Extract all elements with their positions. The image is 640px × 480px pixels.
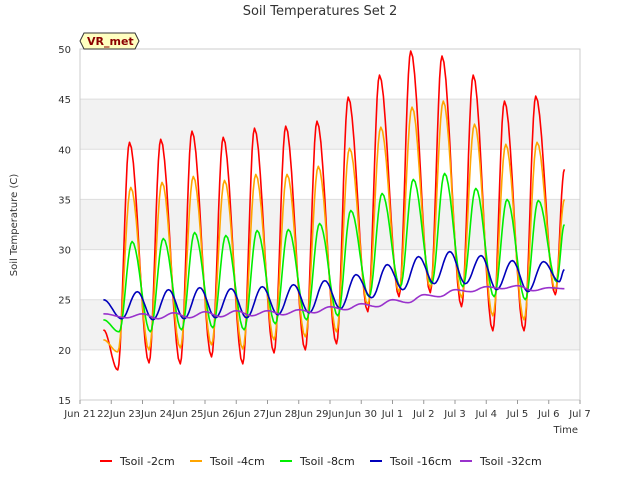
legend-label: Tsoil -16cm xyxy=(389,455,452,468)
x-tick-label: 29Jun xyxy=(316,409,344,420)
y-tick-label: 45 xyxy=(58,95,71,106)
badge-box xyxy=(79,32,140,50)
x-tick-label: Jul 3 xyxy=(443,409,466,420)
x-tick-label: 22Jun xyxy=(97,409,125,420)
x-tick-label: Jun 21 xyxy=(63,409,96,420)
x-tick-label: Jul 6 xyxy=(537,409,560,420)
x-axis-label: Time xyxy=(553,425,578,436)
background-bands xyxy=(80,99,580,350)
y-tick-label: 20 xyxy=(58,346,71,357)
x-tick-label: 24Jun xyxy=(160,409,188,420)
x-tick-label: 26Jun xyxy=(222,409,250,420)
legend-label: Tsoil -32cm xyxy=(479,455,542,468)
x-tick-label: 23Jun xyxy=(128,409,156,420)
x-axis-ticks: Jun 21 22Jun 23Jun 24Jun 25Jun 26Jun 27Jun 28Ju… xyxy=(63,400,591,420)
series-line-tsoil-32cm xyxy=(103,284,565,320)
x-tick-label: Jul 7 xyxy=(568,409,591,420)
legend-label: Tsoil -4cm xyxy=(209,455,265,468)
legend: Tsoil -2cm Tsoil -4cm Tsoil -8cm Tsoil -16c… xyxy=(100,455,542,468)
y-tick-label: 50 xyxy=(58,45,71,56)
series-line-tsoil-2cm xyxy=(102,50,566,371)
series-line-tsoil-8cm xyxy=(103,172,566,333)
y-tick-label: 40 xyxy=(58,145,71,156)
chart-title: Soil Temperatures Set 2 xyxy=(243,4,398,19)
legend-label: Tsoil -2cm xyxy=(119,455,175,468)
x-tick-label: Jul 1 xyxy=(381,409,404,420)
x-tick-label: Jul 2 xyxy=(412,409,435,420)
x-tick-label: 28Jun xyxy=(285,409,313,420)
y-tick-label: 35 xyxy=(58,195,71,206)
badge-label: VR_met xyxy=(87,35,134,48)
y-axis-ticks: 15 20 25 30 35 40 45 50 xyxy=(58,45,71,407)
x-tick-label: Jun 30 xyxy=(344,409,377,420)
background-band xyxy=(80,99,580,150)
series-line-tsoil-4cm xyxy=(103,100,566,353)
vr-met-badge: VR_met xyxy=(79,32,140,50)
x-tick-label: 25Jun xyxy=(191,409,219,420)
y-tick-label: 25 xyxy=(58,296,71,307)
background-band xyxy=(80,199,580,250)
x-tick-label: Jul 5 xyxy=(506,409,529,420)
y-tick-label: 30 xyxy=(58,246,71,257)
legend-label: Tsoil -8cm xyxy=(299,455,355,468)
x-tick-label: Jul 4 xyxy=(474,409,497,420)
y-axis-label: Soil Temperature (C) xyxy=(9,174,20,277)
x-tick-label: 27Jun xyxy=(253,409,281,420)
series-lines xyxy=(102,50,566,371)
y-tick-label: 15 xyxy=(58,396,71,407)
background-band xyxy=(80,299,580,350)
